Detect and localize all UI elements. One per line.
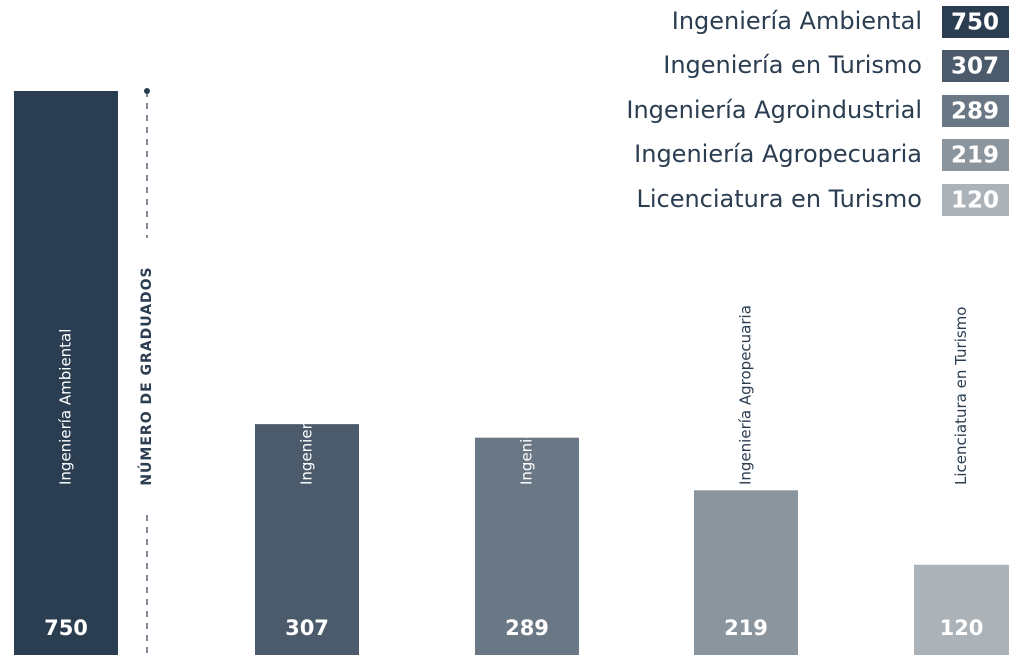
bar-value: 219 — [724, 616, 768, 640]
bar-category: Ingeniería en Turismo — [298, 323, 316, 485]
bar — [255, 424, 359, 655]
bar-value: 307 — [285, 616, 329, 640]
legend-name: Ingeniería Ambiental — [672, 7, 922, 35]
legend-swatch — [942, 139, 1009, 171]
legend-name: Ingeniería Agropecuaria — [634, 140, 922, 168]
legend-name: Licenciatura en Turismo — [636, 185, 922, 213]
legend-swatch — [942, 50, 1009, 82]
bar-category: Licenciatura en Turismo — [952, 307, 970, 485]
legend-value: 120 — [951, 188, 999, 214]
legend-value: 307 — [951, 54, 999, 80]
bar-category: Ingeniería Agropecuaria — [737, 305, 755, 485]
bar-value: 120 — [940, 616, 984, 640]
bar-value: 289 — [505, 616, 549, 640]
legend-swatch — [942, 95, 1009, 127]
bar-category: Ingeniería Ambiental — [57, 329, 75, 485]
legend-swatch — [942, 184, 1009, 216]
legend-value: 750 — [951, 10, 999, 36]
legend-value: 219 — [951, 143, 999, 169]
legend-swatch — [942, 6, 1009, 38]
legend-value: 289 — [951, 99, 999, 125]
bar-value: 750 — [44, 616, 88, 640]
y-axis-title: NÚMERO DE GRADUADOS — [137, 266, 155, 485]
bar — [694, 490, 798, 655]
bar — [475, 437, 579, 655]
legend-name: Ingeniería Agroindustrial — [626, 96, 922, 124]
bar — [14, 91, 118, 655]
bar-category: Ingeniería Agroindustrial — [518, 300, 536, 485]
legend-name: Ingeniería en Turismo — [663, 51, 922, 79]
bar — [914, 564, 1009, 655]
axis-dot — [144, 88, 150, 94]
